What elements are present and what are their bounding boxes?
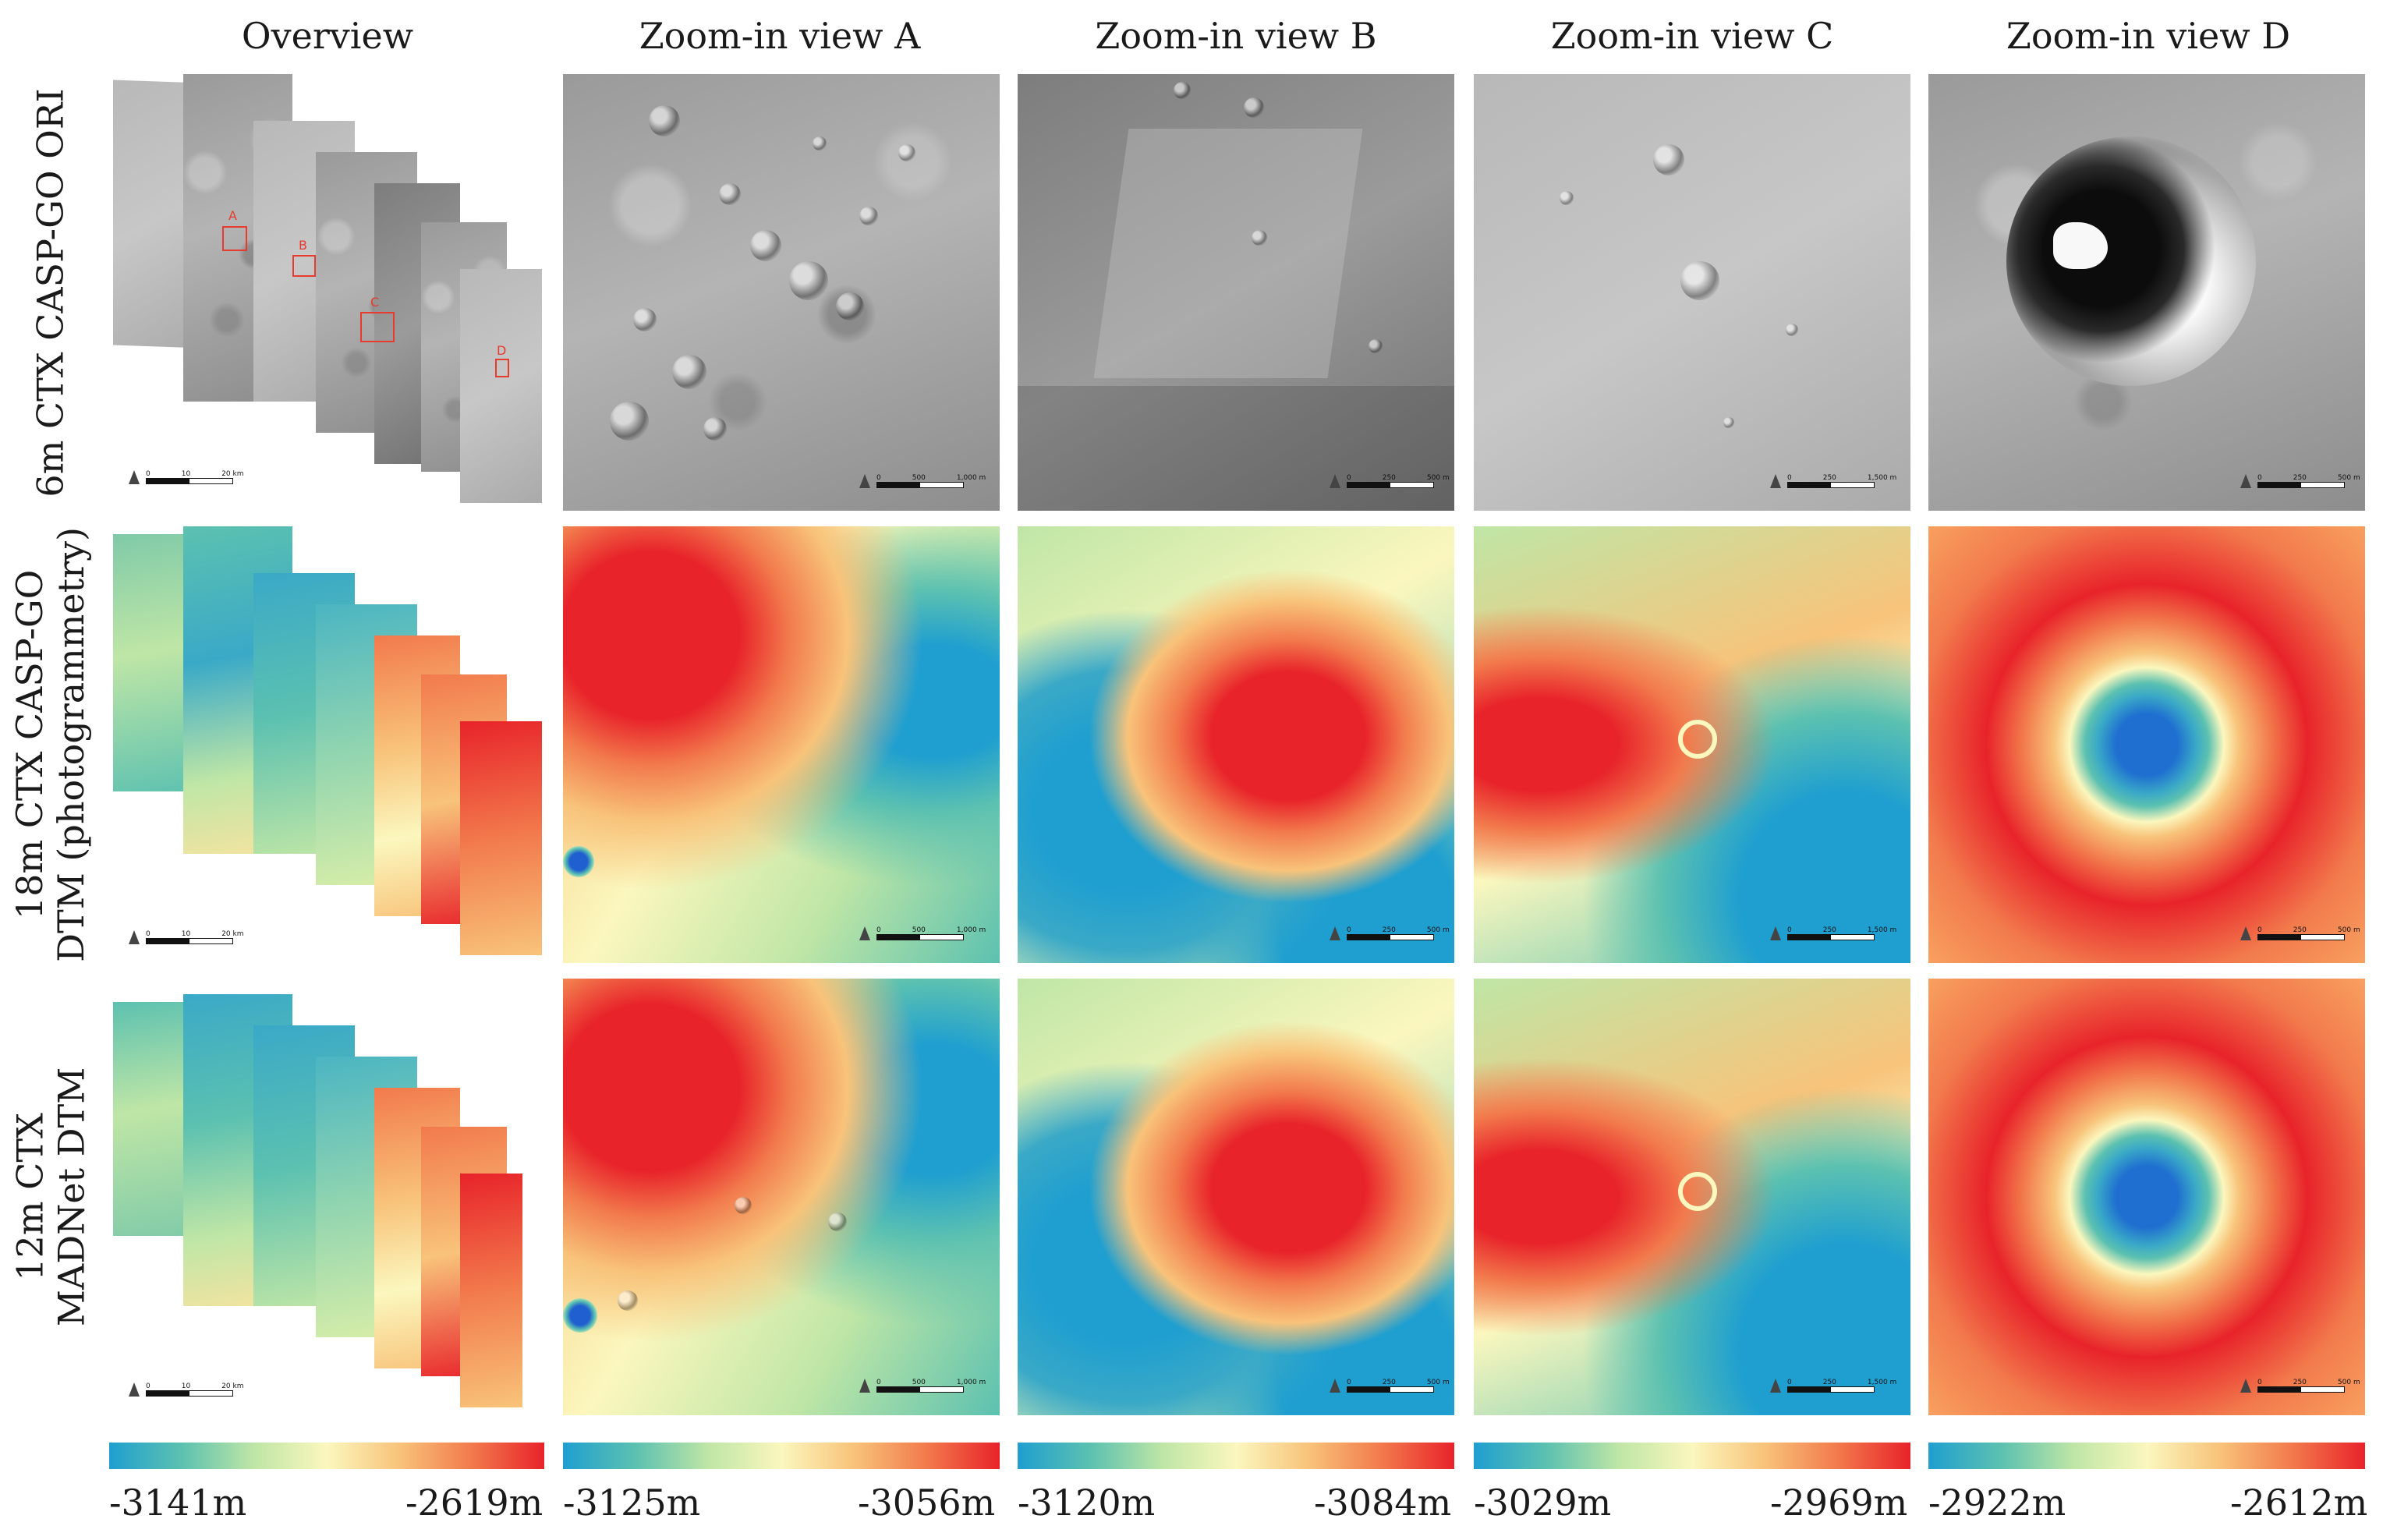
scalebar-view-a-madnet: 0 500 1,000 m (859, 1376, 986, 1395)
row-header-casp-dtm: 18m CTX CASP-GO DTM (photogrammetry) (0, 526, 101, 963)
column-header-view-b: Zoom-in view B (1095, 15, 1377, 57)
north-arrow-icon (859, 474, 870, 488)
north-arrow-icon (1330, 1379, 1340, 1393)
view-b-ori-panel: 0 250 500 m (1018, 74, 1454, 511)
colorbar-view-d-min: -2922m (1928, 1482, 2066, 1524)
ori-strip (460, 269, 542, 503)
marker-box-a (222, 226, 247, 251)
view-c-madnet-panel: 0 250 1,500 m (1474, 979, 1910, 1415)
north-arrow-icon (2240, 474, 2251, 488)
view-d-casp-dtm-panel: 0 250 500 m (1928, 526, 2365, 963)
scalebar-view-c-madnet: 0 250 1,500 m (1770, 1376, 1896, 1395)
overview-madnet-panel: 0 10 20 km (109, 979, 546, 1415)
overview-ori-panel: A B C D 0 10 20 km (109, 74, 546, 511)
north-arrow-icon (129, 930, 140, 944)
row-header-madnet-line2: MADNet DTM (50, 1067, 93, 1327)
row-header-ori-text: 6m CTX CASP-GO ORI (29, 87, 72, 497)
colorbar-view-b-min: -3120m (1018, 1482, 1156, 1524)
colorbar-overview-min: -3141m (109, 1482, 247, 1524)
view-b-madnet-panel: 0 250 500 m (1018, 979, 1454, 1415)
scalebar-overview-casp: 0 10 20 km (129, 928, 243, 947)
row-header-ori: 6m CTX CASP-GO ORI (0, 74, 101, 511)
column-header-view-a: Zoom-in view A (639, 15, 921, 57)
colorbar-view-b (1018, 1443, 1454, 1469)
scalebar-view-a: 0 500 1,000 m (859, 472, 986, 490)
view-a-madnet-panel: 0 500 1,000 m (563, 979, 1000, 1415)
row-header-casp-dtm-line1: 18m CTX CASP-GO (9, 569, 51, 920)
scalebar-view-c: 0 250 1,500 m (1770, 472, 1896, 490)
row-header-madnet: 12m CTX MADNet DTM (0, 979, 101, 1415)
scalebar-view-c-casp: 0 250 1,500 m (1770, 924, 1896, 943)
north-arrow-icon (1330, 926, 1340, 940)
north-arrow-icon (2240, 926, 2251, 940)
view-a-casp-dtm-panel: 0 500 1,000 m (563, 526, 1000, 963)
colorbar-view-c (1474, 1443, 1910, 1469)
north-arrow-icon (1770, 1379, 1781, 1393)
view-b-casp-dtm-panel: 0 250 500 m (1018, 526, 1454, 963)
row-header-madnet-line1: 12m CTX (9, 1113, 51, 1281)
view-d-madnet-panel: 0 250 500 m (1928, 979, 2365, 1415)
colorbar-view-a-max: -3056m (858, 1482, 996, 1524)
marker-box-b (292, 255, 316, 277)
north-arrow-icon (2240, 1379, 2251, 1393)
north-arrow-icon (1770, 474, 1781, 488)
marker-label-a: A (228, 208, 237, 223)
north-arrow-icon (1770, 926, 1781, 940)
colorbar-view-c-max: -2969m (1770, 1482, 1908, 1524)
column-header-view-c: Zoom-in view C (1550, 15, 1834, 57)
colorbar-view-d (1928, 1443, 2365, 1469)
scalebar-view-a-casp: 0 500 1,000 m (859, 924, 986, 943)
colorbar-view-a (563, 1443, 1000, 1469)
colorbar-view-d-max: -2612m (2230, 1482, 2368, 1524)
crater-image (2006, 136, 2256, 386)
marker-box-d (495, 359, 509, 377)
colorbar-view-a-min: -3125m (563, 1482, 701, 1524)
scalebar-view-d-casp: 0 250 500 m (2240, 924, 2360, 943)
scalebar-view-b-madnet: 0 250 500 m (1330, 1376, 1450, 1395)
view-c-ori-panel: 0 250 1,500 m (1474, 74, 1910, 511)
colorbar-view-b-max: -3084m (1314, 1482, 1452, 1524)
colorbar-view-c-min: -3029m (1474, 1482, 1612, 1524)
north-arrow-icon (1330, 474, 1340, 488)
marker-label-c: C (370, 295, 380, 310)
scalebar-overview-madnet: 0 10 20 km (129, 1380, 243, 1399)
scalebar-overview-ori: 0 10 20 km (129, 468, 243, 487)
view-c-casp-dtm-panel: 0 250 1,500 m (1474, 526, 1910, 963)
north-arrow-icon (129, 470, 140, 484)
scalebar-view-b-casp: 0 250 500 m (1330, 924, 1450, 943)
colorbar-overview (109, 1443, 544, 1469)
scalebar-view-b: 0 250 500 m (1330, 472, 1450, 490)
row-header-casp-dtm-line2: DTM (photogrammetry) (50, 527, 93, 962)
marker-box-c (360, 312, 395, 342)
marker-label-b: B (299, 238, 307, 253)
scalebar-view-d: 0 250 500 m (2240, 472, 2360, 490)
north-arrow-icon (859, 926, 870, 940)
dtm-strip (460, 721, 542, 955)
north-arrow-icon (859, 1379, 870, 1393)
colorbar-overview-max: -2619m (405, 1482, 544, 1524)
scalebar-view-d-madnet: 0 250 500 m (2240, 1376, 2360, 1395)
dtm-strip (460, 1174, 522, 1407)
view-a-ori-panel: 0 500 1,000 m (563, 74, 1000, 511)
column-header-view-d: Zoom-in view D (2006, 15, 2291, 57)
view-d-ori-panel: 0 250 500 m (1928, 74, 2365, 511)
column-header-overview: Overview (241, 15, 414, 57)
overview-casp-dtm-panel: 0 10 20 km (109, 526, 546, 963)
north-arrow-icon (129, 1382, 140, 1397)
marker-label-d: D (497, 343, 507, 358)
